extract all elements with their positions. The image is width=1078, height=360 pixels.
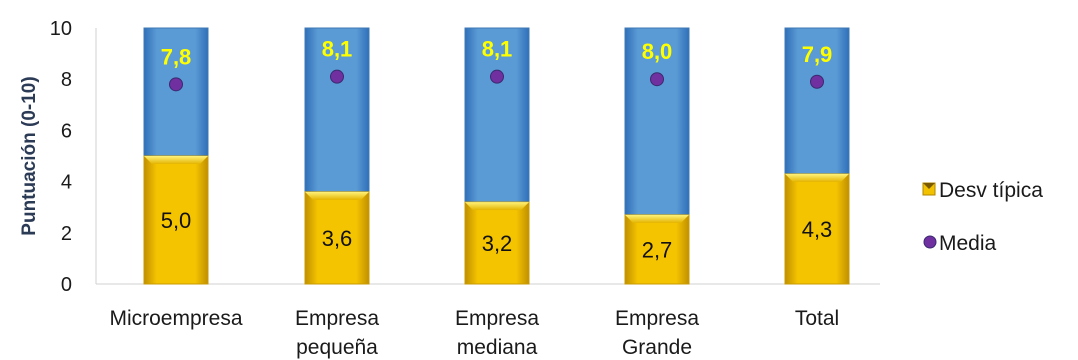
y-axis-title: Puntuación (0-10) — [19, 76, 40, 235]
x-axis-categories: Microempresa Empresa pequeña Empresa mediana… — [109, 307, 839, 359]
media-marker — [330, 69, 344, 84]
bar-desv-tipica — [624, 214, 690, 285]
bar-desv-tipica-bevel — [785, 173, 849, 182]
legend-swatch-desv-tipica-bevel — [923, 183, 935, 189]
x-category-label: Empresa — [295, 307, 379, 330]
x-category-label: Microempresa — [109, 307, 242, 330]
media-value-label: 8,0 — [642, 39, 673, 64]
legend-item-media: Media — [923, 232, 997, 255]
legend-label-media: Media — [939, 232, 997, 255]
bar-desv-tipica-bevel — [305, 191, 369, 200]
x-category-label: pequeña — [296, 336, 378, 359]
bar-desv-tipica-bevel — [144, 156, 208, 164]
desv-tipica-value-label: 3,2 — [482, 231, 513, 256]
y-tick-label: 0 — [61, 274, 72, 296]
y-axis-ticks: 0 2 4 6 8 10 — [50, 18, 72, 296]
desv-tipica-value-label: 3,6 — [322, 226, 353, 251]
media-marker — [169, 77, 183, 92]
x-category-label: Empresa — [455, 307, 539, 330]
bar-desv-tipica-bevel — [465, 202, 529, 211]
desv-tipica-value-label: 5,0 — [161, 208, 192, 233]
legend-marker-media — [923, 235, 937, 249]
x-category-label: Total — [795, 307, 839, 330]
bar-group: 3,2 8,1 — [464, 27, 530, 285]
y-tick-label: 4 — [61, 172, 72, 194]
x-category-label: mediana — [457, 336, 538, 359]
bar-group: 2,7 8,0 — [624, 27, 690, 285]
y-tick-label: 10 — [50, 18, 72, 40]
bar-group: 5,0 7,8 — [143, 27, 209, 285]
bar-desv-tipica — [464, 201, 530, 285]
desv-tipica-value-label: 2,7 — [642, 237, 673, 262]
media-marker — [650, 72, 664, 87]
media-marker — [490, 69, 504, 84]
y-tick-label: 2 — [61, 223, 72, 245]
bar-group: 3,6 8,1 — [304, 27, 370, 285]
bar-group: 4,3 7,9 — [784, 27, 850, 285]
bar-desv-tipica-bevel — [625, 214, 689, 223]
legend-item-desv-tipica: Desv típica — [922, 179, 1043, 202]
media-value-label: 8,1 — [322, 37, 353, 62]
y-tick-label: 6 — [61, 120, 72, 142]
legend: Desv típica Media — [922, 179, 1043, 255]
media-marker — [810, 74, 824, 89]
desv-tipica-value-label: 4,3 — [802, 217, 833, 242]
y-tick-label: 8 — [61, 69, 72, 91]
legend-label-desv-tipica: Desv típica — [939, 179, 1043, 202]
x-category-label: Grande — [622, 336, 692, 359]
media-value-label: 7,8 — [161, 44, 192, 69]
bars: 5,0 7,8 3,6 8,1 3,2 8,1 2,7 8,0 4,3 7,9 — [143, 27, 850, 285]
x-category-label: Empresa — [615, 307, 699, 330]
media-value-label: 7,9 — [802, 42, 833, 67]
media-value-label: 8,1 — [482, 37, 513, 62]
bar-desv-tipica — [304, 191, 370, 285]
